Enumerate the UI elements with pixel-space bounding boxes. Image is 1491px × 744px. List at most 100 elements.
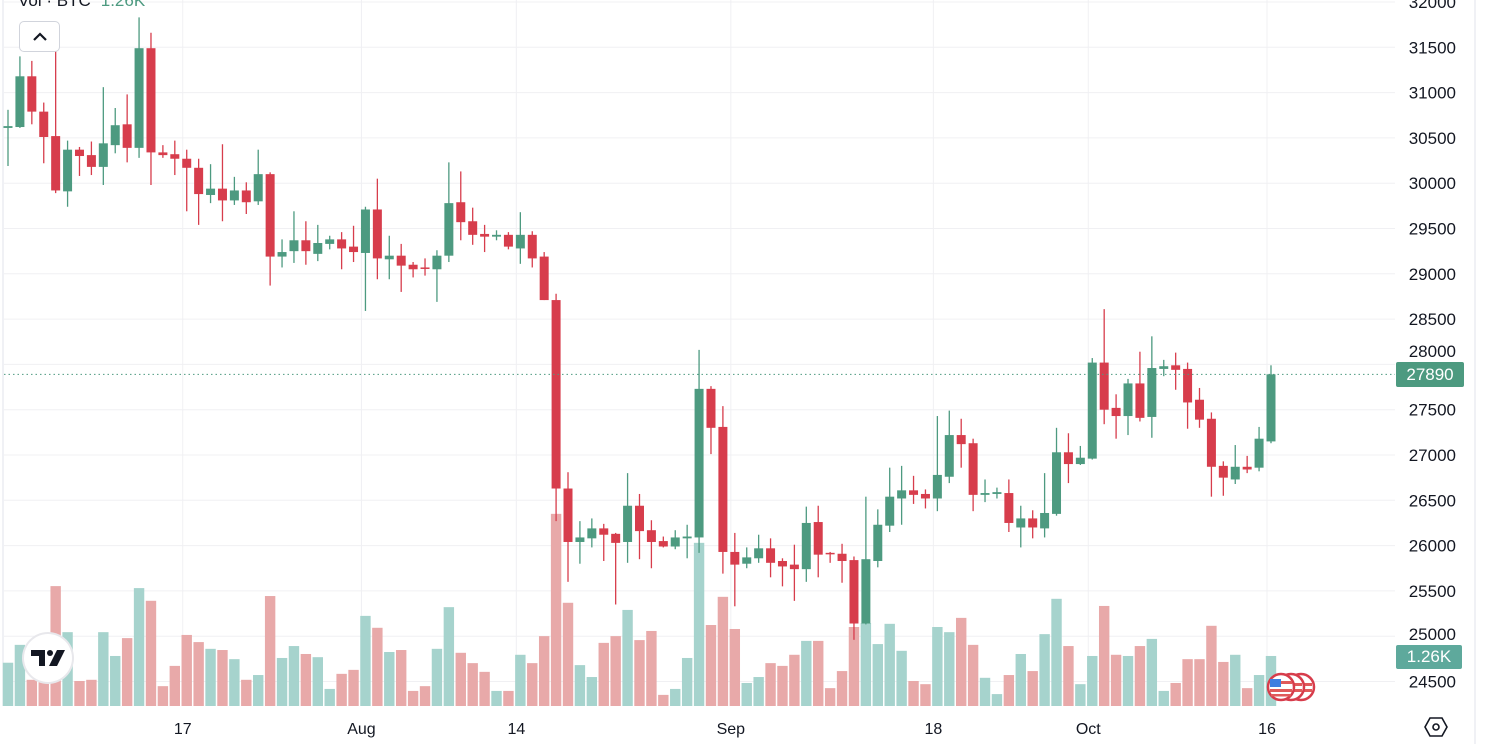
volume-bar bbox=[503, 690, 514, 706]
candle bbox=[194, 158, 204, 225]
volume-bar bbox=[634, 640, 645, 706]
chevron-up-icon bbox=[32, 31, 47, 41]
candle bbox=[897, 465, 907, 525]
candle-body bbox=[170, 154, 180, 159]
volume-bar bbox=[717, 596, 729, 706]
candle-body bbox=[396, 255, 406, 266]
volume-bar bbox=[407, 690, 419, 706]
candle bbox=[217, 144, 227, 222]
candle-body bbox=[801, 522, 811, 570]
volume-bar bbox=[384, 652, 395, 706]
candle bbox=[182, 149, 192, 212]
candle bbox=[122, 94, 132, 163]
candle-body bbox=[217, 188, 227, 201]
volume-bar bbox=[1158, 690, 1169, 706]
volume-bar bbox=[2, 662, 14, 706]
volume-bar bbox=[1206, 625, 1217, 706]
volume-bar bbox=[300, 653, 312, 706]
volume-bar bbox=[824, 688, 836, 706]
volume-bar bbox=[550, 513, 562, 706]
us-flag-event-icon[interactable] bbox=[1266, 671, 1316, 703]
candle bbox=[372, 178, 382, 280]
candle bbox=[408, 262, 418, 278]
candle bbox=[1206, 412, 1216, 497]
candle-body bbox=[194, 167, 204, 195]
candle-body bbox=[813, 522, 823, 555]
candle-body bbox=[1206, 418, 1216, 467]
volume-bar bbox=[967, 644, 979, 706]
candle-body bbox=[789, 564, 799, 570]
volume-bar bbox=[276, 657, 288, 706]
candle-body bbox=[599, 528, 609, 535]
volume-bar bbox=[1134, 646, 1146, 706]
volume-bar bbox=[670, 688, 681, 706]
volume-bar bbox=[1039, 634, 1050, 706]
candle-body bbox=[1242, 466, 1252, 470]
candle bbox=[515, 212, 525, 264]
candle bbox=[1040, 473, 1050, 538]
candle bbox=[158, 145, 168, 158]
price-tick-label: 29000 bbox=[1409, 265, 1456, 284]
candle bbox=[480, 224, 490, 253]
volume-bar bbox=[217, 650, 228, 706]
price-tick-label: 29500 bbox=[1409, 220, 1456, 239]
candle-body bbox=[492, 234, 502, 237]
volume-bar bbox=[312, 657, 323, 706]
volume-bar bbox=[598, 642, 609, 706]
volume-bar bbox=[110, 655, 121, 706]
settings-hexagon-icon[interactable] bbox=[1424, 716, 1448, 738]
candle-body bbox=[682, 536, 692, 539]
legend-value: 1.26K bbox=[100, 0, 146, 10]
volume-bar bbox=[813, 640, 824, 706]
volume-bar bbox=[1098, 605, 1110, 706]
price-tick-label: 27000 bbox=[1409, 446, 1456, 465]
candle-body bbox=[253, 174, 263, 202]
volume-bar bbox=[395, 650, 407, 706]
candle bbox=[313, 224, 323, 262]
candle-body bbox=[1135, 383, 1145, 418]
time-axis[interactable]: 17 Aug 14 Sep 18 Oct 16 bbox=[174, 721, 1276, 738]
volume-bar bbox=[1170, 682, 1181, 706]
price-axis[interactable]: 24500 25000 25500 26000 26500 27000 27500 28000… bbox=[1409, 0, 1456, 692]
volume-bar bbox=[777, 665, 788, 706]
candle bbox=[468, 207, 478, 245]
collapse-legend-button[interactable] bbox=[19, 21, 60, 52]
volume-bar bbox=[348, 669, 359, 706]
volume-bar bbox=[872, 644, 883, 706]
candle bbox=[551, 293, 561, 522]
candle bbox=[360, 206, 370, 311]
candle-body bbox=[265, 174, 275, 257]
price-tick-label: 32000 bbox=[1409, 0, 1456, 12]
candle bbox=[694, 349, 704, 553]
price-tick-label: 28500 bbox=[1409, 310, 1456, 329]
candle bbox=[932, 416, 942, 512]
volume-bar bbox=[658, 694, 669, 706]
volume-bar bbox=[1194, 659, 1205, 706]
volume-bar bbox=[562, 602, 574, 706]
volume-bar bbox=[836, 671, 848, 706]
tradingview-logo[interactable] bbox=[24, 634, 72, 682]
candle bbox=[206, 164, 216, 204]
candle-body bbox=[837, 553, 847, 562]
candle bbox=[1254, 426, 1264, 472]
event-marker[interactable] bbox=[1266, 672, 1296, 702]
volume-bar bbox=[1253, 675, 1265, 706]
volume-bar bbox=[908, 680, 919, 706]
candle-body bbox=[968, 443, 978, 495]
candle-body bbox=[706, 388, 716, 428]
volume-bar bbox=[920, 684, 931, 706]
volume-bar bbox=[1218, 661, 1229, 706]
candle bbox=[277, 239, 287, 268]
candle bbox=[885, 467, 895, 533]
candle bbox=[74, 146, 84, 176]
volume-bar bbox=[229, 659, 240, 706]
grid-lines bbox=[4, 0, 1395, 706]
candle bbox=[98, 87, 108, 186]
volume-bar bbox=[1051, 598, 1062, 706]
candle bbox=[825, 551, 835, 563]
candle-body bbox=[861, 559, 871, 624]
time-tick-label: 16 bbox=[1258, 721, 1276, 738]
candle-body bbox=[408, 264, 418, 270]
candle-body bbox=[539, 256, 549, 301]
